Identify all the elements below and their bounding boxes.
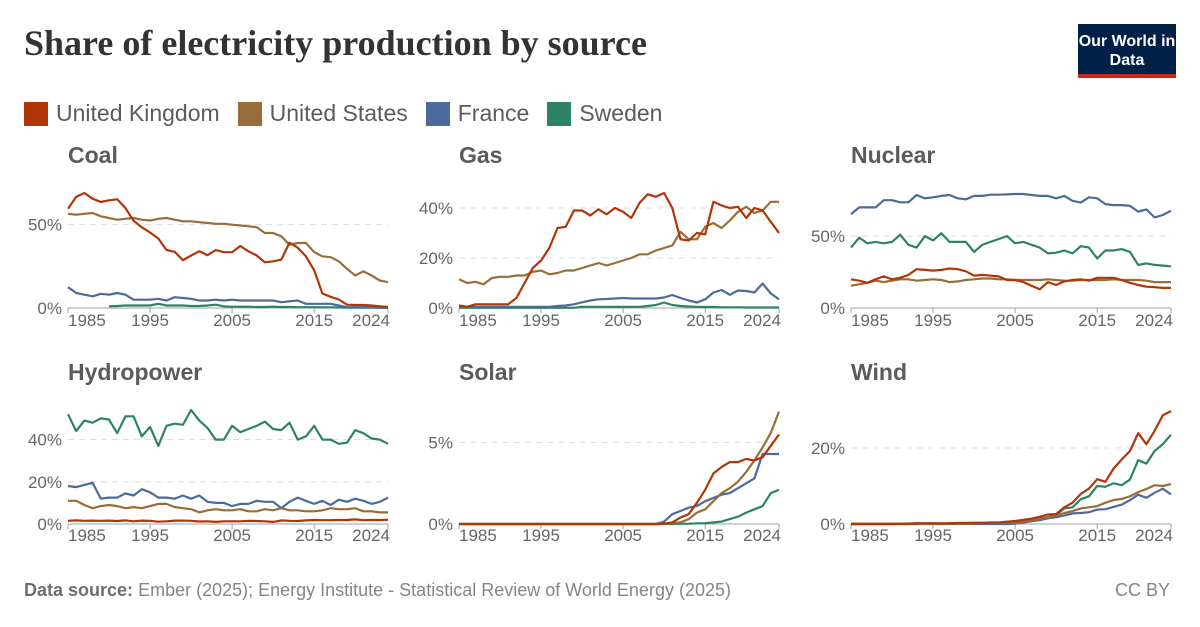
series-line-wind-united-kingdom	[851, 410, 1172, 526]
y-tick-label: 20%	[811, 439, 845, 458]
source-label: Data source:	[24, 580, 134, 600]
x-tick-label: 1995	[914, 526, 952, 545]
logo-text: Our World in Data	[1078, 33, 1176, 69]
x-tick-label: 2024	[352, 526, 390, 545]
x-tick-label: 2005	[604, 311, 642, 330]
y-tick-label: 0%	[428, 515, 453, 534]
x-tick-label: 2005	[996, 311, 1034, 330]
legend-swatch	[24, 101, 48, 126]
legend-swatch	[237, 101, 262, 126]
x-tick-label: 1985	[851, 526, 889, 545]
legend-label: United States	[269, 100, 408, 126]
y-tick-label: 50%	[28, 216, 62, 235]
series-line-solar-sweden	[459, 488, 780, 526]
x-tick-label: 2024	[743, 311, 781, 330]
x-tick-label: 2024	[1135, 526, 1173, 545]
x-tick-label: 2015	[686, 526, 724, 545]
legend-swatch	[547, 101, 572, 126]
x-tick-label: 2015	[1078, 311, 1116, 330]
x-tick-label: 2005	[604, 526, 642, 545]
series-line-solar-united-states	[459, 411, 781, 526]
panel-title-wind: Wind	[851, 359, 907, 385]
x-tick-label: 2015	[295, 526, 333, 545]
series-line-gas-united-kingdom	[458, 191, 780, 308]
x-tick-label: 1995	[914, 311, 952, 330]
series-line-gas-france	[459, 282, 780, 308]
x-tick-label: 2024	[743, 526, 781, 545]
x-tick-label: 2005	[213, 526, 251, 545]
x-tick-label: 2015	[295, 311, 333, 330]
x-tick-label: 2005	[213, 311, 251, 330]
legend-item-united-kingdom[interactable]: United Kingdom	[24, 100, 220, 127]
panel-title-solar: Solar	[459, 359, 517, 385]
x-tick-label: 2024	[1135, 311, 1173, 330]
series-line-nuclear-united-kingdom	[850, 267, 1171, 291]
series-line-nuclear-sweden	[850, 232, 1172, 268]
panel-title-nuclear: Nuclear	[851, 142, 935, 168]
license-link[interactable]: CC BY	[1114, 580, 1170, 600]
y-tick-label: 20%	[28, 473, 62, 492]
x-tick-label: 1985	[459, 311, 497, 330]
legend: United Kingdom United States France Swed…	[24, 100, 662, 127]
legend-item-united-states[interactable]: United States	[237, 100, 408, 127]
panel-title-hydropower: Hydropower	[68, 359, 202, 385]
owid-logo[interactable]: Our World in Data	[1078, 24, 1176, 78]
y-tick-label: 40%	[28, 431, 62, 450]
x-tick-label: 1995	[131, 311, 169, 330]
y-tick-label: 0%	[37, 515, 62, 534]
series-line-wind-france	[851, 487, 1172, 526]
x-tick-label: 2005	[996, 526, 1034, 545]
series-line-gas-united-states	[458, 200, 779, 286]
series-line-solar-united-kingdom	[459, 433, 780, 526]
legend-item-france[interactable]: France	[425, 100, 530, 127]
x-tick-label: 1985	[459, 526, 497, 545]
series-line-coal-sweden	[108, 302, 388, 309]
y-tick-label: 0%	[820, 299, 845, 318]
y-tick-label: 0%	[37, 299, 62, 318]
y-tick-label: 40%	[419, 199, 453, 218]
series-line-coal-united-states	[67, 211, 389, 284]
chart-title: Share of electricity production by sourc…	[24, 23, 647, 63]
series-line-solar-france	[459, 452, 779, 526]
series-line-nuclear-france	[850, 192, 1172, 219]
series-line-hydropower-france	[67, 481, 389, 510]
series-line-hydropower-united-kingdom	[67, 518, 389, 523]
x-tick-label: 2024	[352, 311, 390, 330]
x-tick-label: 1985	[851, 311, 889, 330]
legend-item-sweden[interactable]: Sweden	[547, 100, 662, 127]
x-tick-label: 1995	[522, 311, 560, 330]
series-line-coal-france	[67, 286, 389, 309]
legend-swatch	[425, 101, 450, 126]
x-tick-label: 1995	[522, 526, 560, 545]
data-source: Data source: Ember (2025); Energy Instit…	[24, 580, 731, 601]
legend-label: Sweden	[579, 100, 663, 126]
series-line-hydropower-united-states	[68, 499, 388, 514]
y-tick-label: 50%	[811, 227, 845, 246]
y-tick-label: 0%	[820, 515, 845, 534]
x-tick-label: 2015	[686, 311, 724, 330]
legend-label: United Kingdom	[56, 100, 220, 126]
legend-label: France	[457, 100, 530, 126]
x-tick-label: 1985	[68, 311, 106, 330]
panel-title-coal: Coal	[68, 142, 118, 168]
x-tick-label: 2015	[1078, 526, 1116, 545]
panel-title-gas: Gas	[459, 142, 502, 168]
x-tick-label: 1985	[68, 526, 106, 545]
source-text: Ember (2025); Energy Institute - Statist…	[138, 580, 731, 600]
y-tick-label: 0%	[428, 299, 453, 318]
series-line-hydropower-sweden	[67, 408, 389, 447]
series-line-coal-united-kingdom	[67, 191, 389, 309]
y-tick-label: 5%	[428, 434, 453, 453]
y-tick-label: 20%	[419, 249, 453, 268]
x-tick-label: 1995	[131, 526, 169, 545]
